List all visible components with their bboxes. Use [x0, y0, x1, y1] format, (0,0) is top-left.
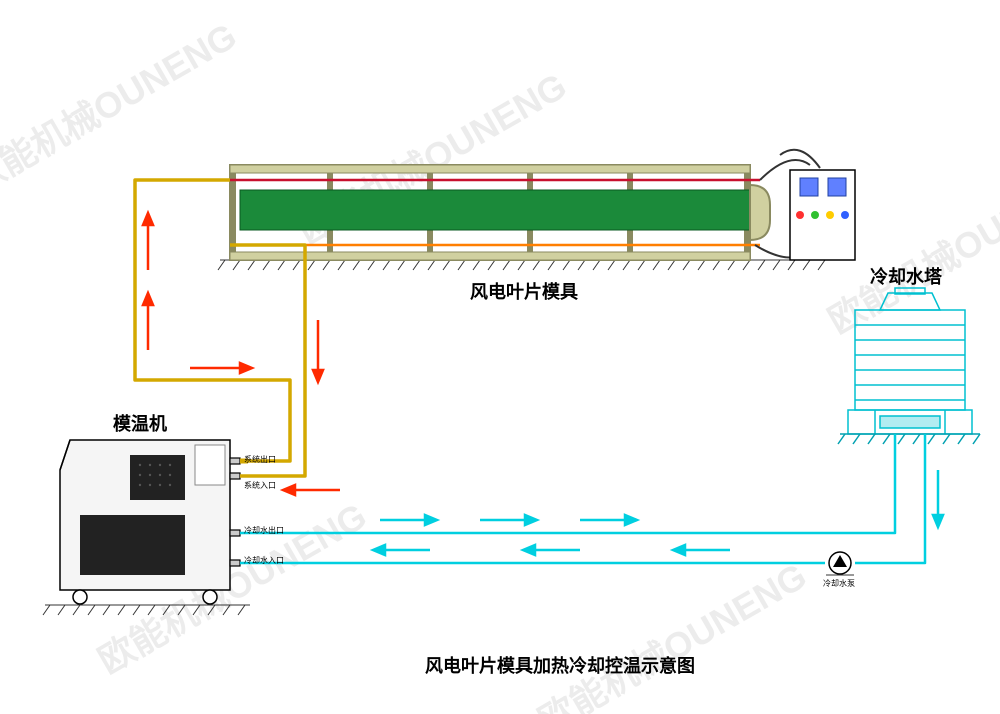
port-sys-out: 系统出口 — [244, 454, 276, 465]
port-cool-out: 冷却水出口 — [244, 525, 284, 536]
diagram-svg — [0, 0, 1000, 714]
heater-label: 模温机 — [113, 410, 167, 436]
cooling-pump — [826, 552, 854, 575]
cold-flow-arrows — [373, 470, 943, 555]
pump-label: 冷却水泵 — [823, 578, 855, 589]
diagram-canvas: 欧能机械OUNENG 欧能机械OUNENG 欧能机械OUNENG 欧能机械OUN… — [0, 0, 1000, 714]
tower-label: 冷却水塔 — [870, 263, 942, 289]
mold-label: 风电叶片模具 — [470, 278, 578, 304]
cooling-pipes — [240, 434, 925, 563]
mold-assembly — [218, 150, 855, 270]
cooling-tower — [838, 288, 980, 444]
hot-return-pipe — [230, 245, 305, 476]
port-cool-in: 冷却水入口 — [244, 555, 284, 566]
diagram-title: 风电叶片模具加热冷却控温示意图 — [360, 652, 760, 678]
mold-temp-controller — [43, 440, 250, 615]
port-sys-in: 系统入口 — [244, 480, 276, 491]
